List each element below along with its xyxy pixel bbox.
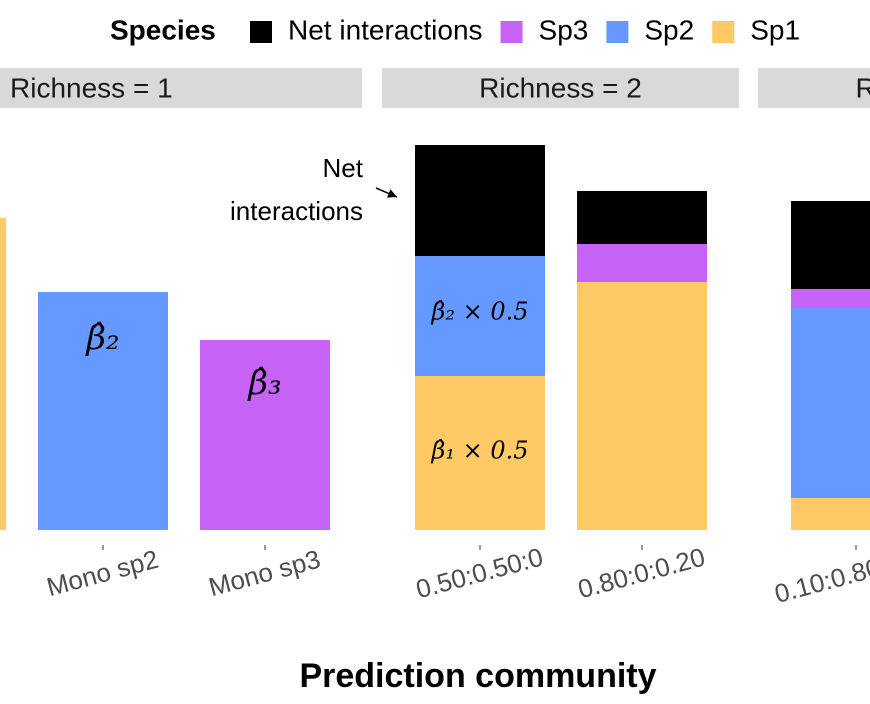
x-tick-label: 0.50:0.50:0 — [413, 542, 546, 605]
facet-label: Richness = 1 — [10, 72, 173, 103]
annotation: interactions — [230, 196, 363, 226]
annotation-arrow — [375, 187, 398, 198]
x-tick-label: 0.10:0.80:0.10 — [771, 537, 870, 609]
legend-swatch — [606, 21, 629, 43]
bar-segment — [38, 292, 168, 530]
legend-swatch — [712, 21, 735, 43]
legend-swatch — [250, 21, 272, 43]
annotation: Net — [323, 153, 364, 183]
x-tick-label: Mono sp3 — [205, 544, 323, 603]
x-axis-title: Prediction community — [299, 657, 656, 695]
annotation: β̂₁ × 0.5 — [430, 437, 528, 465]
bar-segment — [415, 145, 545, 256]
facet-label: Richness = 2 — [479, 72, 642, 103]
bar-segment — [577, 282, 707, 530]
facet-strip — [0, 68, 362, 108]
bar-segment — [791, 308, 870, 498]
bar-segment — [0, 218, 6, 530]
x-tick-label: 0.80:0:0.20 — [575, 542, 708, 605]
legend-swatch — [500, 21, 523, 43]
annotation: β̂₃ — [246, 363, 281, 403]
bar-segment — [415, 376, 545, 530]
legend-label: Sp1 — [750, 14, 800, 45]
x-tick-label: Mono sp2 — [43, 544, 161, 603]
facet-label: Richness = 3 — [856, 72, 870, 103]
legend-label: Sp3 — [539, 14, 589, 45]
legend-label: Net interactions — [288, 14, 483, 45]
bar-segment — [791, 289, 870, 308]
bar-segment — [791, 201, 870, 289]
bar-segment — [577, 191, 707, 244]
bar-segment — [200, 340, 330, 530]
facet-strip — [758, 68, 870, 108]
annotation: β̂₂ × 0.5 — [430, 298, 528, 326]
legend-label: Sp2 — [644, 14, 694, 45]
bar-segment — [415, 256, 545, 376]
facet-strip — [382, 68, 739, 108]
legend-title: Species — [110, 14, 216, 45]
bar-segment — [791, 498, 870, 530]
bar-segment — [577, 244, 707, 282]
annotation: β̂₂ — [84, 318, 119, 358]
